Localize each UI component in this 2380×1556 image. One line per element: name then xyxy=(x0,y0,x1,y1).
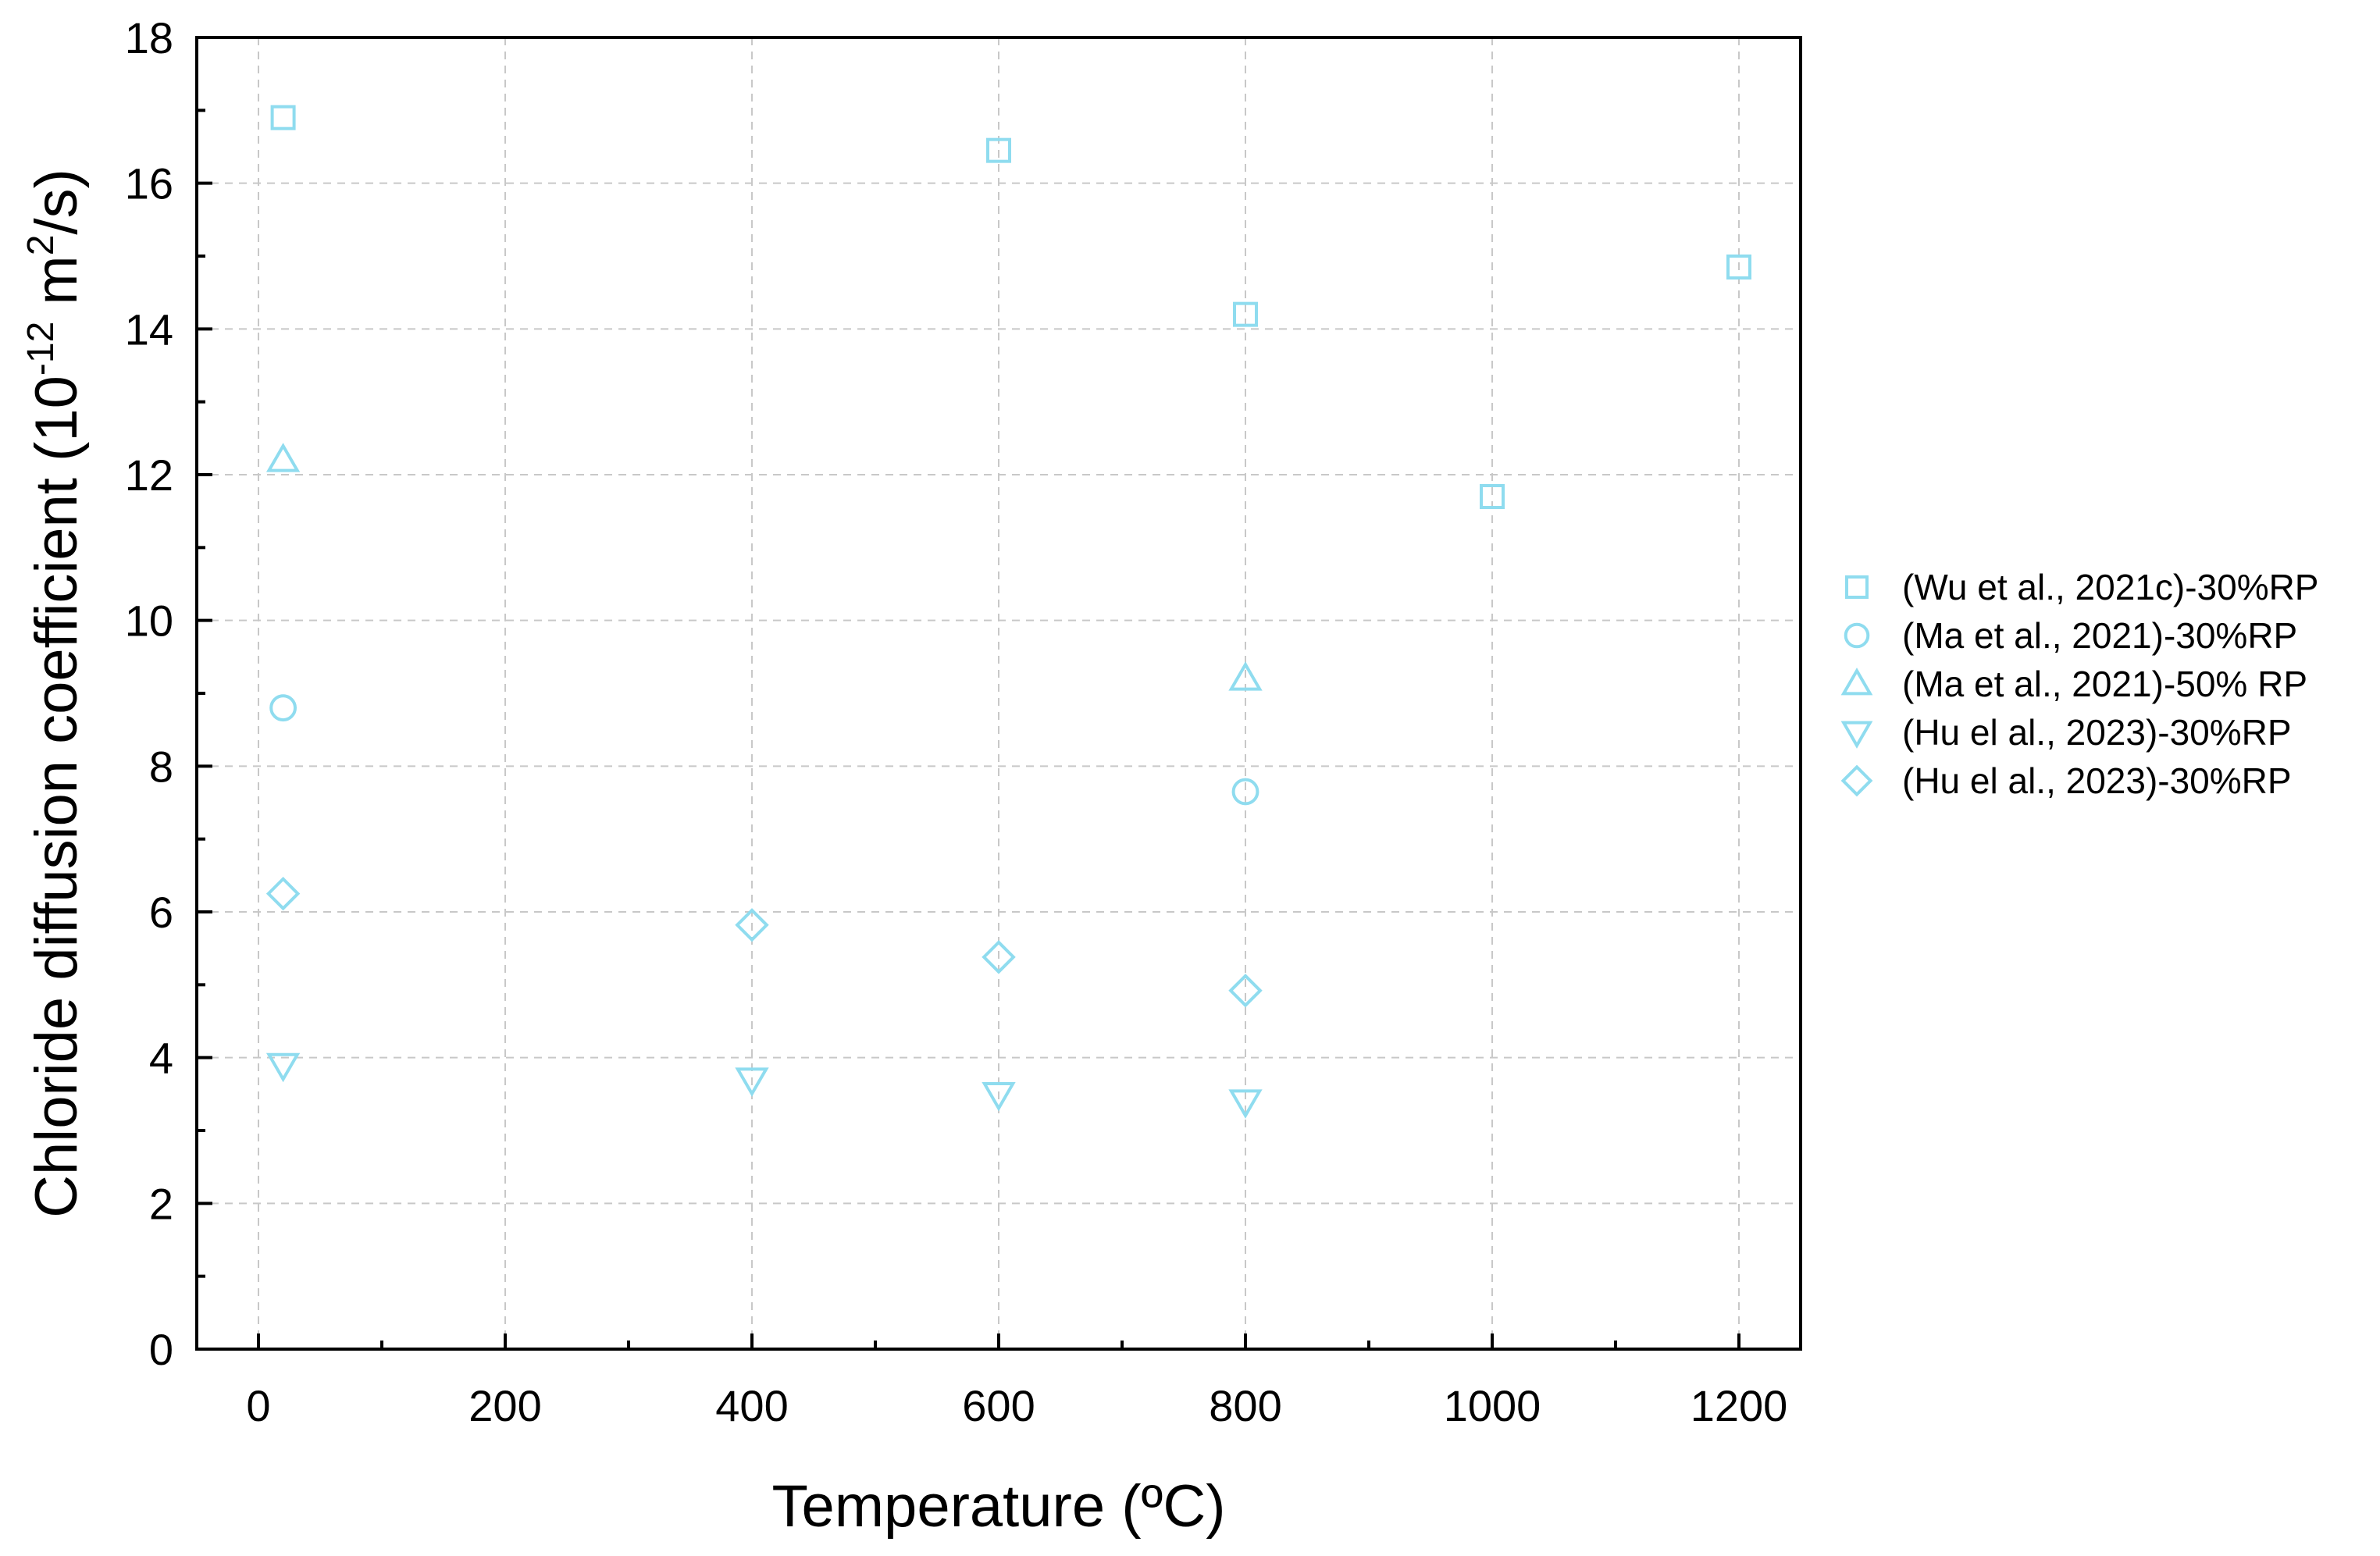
series-2 xyxy=(269,694,1259,806)
x-tick-label: 1000 xyxy=(1444,1381,1541,1430)
data-point-square xyxy=(1726,255,1751,280)
x-tick-label: 400 xyxy=(715,1381,788,1430)
y-tick-label: 14 xyxy=(125,304,173,354)
data-point-circle xyxy=(1231,778,1259,806)
y-tick-label: 8 xyxy=(149,742,173,791)
legend-marker-circle xyxy=(1844,622,1870,649)
legend-label: (Ma et al., 2021)-30%RP xyxy=(1902,615,2297,656)
legend-marker-square xyxy=(1845,575,1869,599)
x-tick-label: 800 xyxy=(1209,1381,1281,1430)
data-point-triangle-down xyxy=(1228,1089,1263,1119)
y-tick-label: 4 xyxy=(149,1034,173,1083)
y-tick-label: 0 xyxy=(149,1325,173,1374)
axis-ticks xyxy=(197,36,1740,1351)
data-point-diamond xyxy=(982,940,1016,974)
data-point-circle xyxy=(269,694,298,722)
legend-marker-triangle-up xyxy=(1840,668,1873,696)
series-1 xyxy=(270,105,1751,509)
y-tick-label: 10 xyxy=(125,596,173,646)
y-axis-title-main: Chloride diffusion coefficient (10 xyxy=(23,376,90,1218)
x-tick-label: 600 xyxy=(962,1381,1035,1430)
y-tick-label: 16 xyxy=(125,159,173,208)
x-tick-label: 1200 xyxy=(1691,1381,1788,1430)
data-point-diamond xyxy=(265,876,301,911)
y-axis-title-mid: m xyxy=(23,255,90,321)
legend-marker-triangle-down xyxy=(1840,721,1873,749)
data-point-square xyxy=(1233,301,1258,327)
y-axis-title-exp2: 2 xyxy=(20,235,62,256)
y-tick-label: 2 xyxy=(149,1179,173,1228)
legend-label: (Ma et al., 2021)-50% RP xyxy=(1902,664,2307,704)
data-point-diamond xyxy=(1228,974,1263,1008)
legend-item: (Hu el al., 2023)-30%RP xyxy=(1840,760,2292,801)
x-tick-label: 200 xyxy=(469,1381,541,1430)
series-5 xyxy=(265,876,1263,1008)
legend: (Wu et al., 2021c)-30%RP (Ma et al., 2021… xyxy=(1840,567,2319,801)
data-points xyxy=(265,105,1751,1119)
legend-label: (Hu el al., 2023)-30%RP xyxy=(1902,712,2292,753)
y-tick-label: 18 xyxy=(125,13,173,62)
data-point-square xyxy=(1480,484,1505,509)
data-point-square xyxy=(270,105,296,130)
data-point-triangle-down xyxy=(982,1082,1016,1112)
y-tick-label: 6 xyxy=(149,888,173,937)
data-point-triangle-down xyxy=(265,1052,301,1083)
legend-marker-diamond xyxy=(1840,764,1873,797)
x-axis-title: Temperature (ºC) xyxy=(771,1473,1225,1540)
legend-item: (Ma et al., 2021)-50% RP xyxy=(1840,664,2307,704)
tick-labels: 0 200 400 600 800 1000 1200 0 2 4 6 8 10 12 14 16 18 xyxy=(125,13,1788,1430)
y-tick-label: 12 xyxy=(125,450,173,500)
legend-item: (Ma et al., 2021)-30%RP xyxy=(1844,615,2297,656)
y-axis-title-exp1: -12 xyxy=(20,322,62,376)
grid-lines xyxy=(197,37,1801,1349)
series-4 xyxy=(265,1052,1263,1119)
series-3 xyxy=(265,443,1263,691)
y-axis-title-end: /s) xyxy=(23,169,90,234)
x-tick-label: 0 xyxy=(246,1381,270,1430)
data-point-square xyxy=(986,137,1011,163)
legend-item: (Wu et al., 2021c)-30%RP xyxy=(1845,567,2319,607)
data-point-triangle-down xyxy=(735,1067,769,1097)
data-point-triangle-up xyxy=(1228,661,1263,691)
data-point-diamond xyxy=(735,908,769,942)
legend-label: (Hu el al., 2023)-30%RP xyxy=(1902,760,2292,801)
legend-label: (Wu et al., 2021c)-30%RP xyxy=(1902,567,2319,607)
legend-item: (Hu el al., 2023)-30%RP xyxy=(1840,712,2292,753)
y-axis-title: Chloride diffusion coefficient (10-12 m2… xyxy=(20,169,90,1218)
data-point-triangle-up xyxy=(265,443,301,472)
